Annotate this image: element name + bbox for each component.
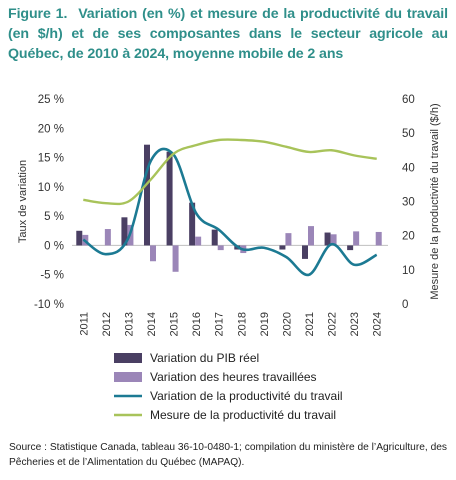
bar-pib — [76, 230, 83, 246]
y-right-tick-label: 10 — [402, 265, 415, 277]
bar-pib — [144, 144, 150, 246]
chart-title: Figure 1. Variation (en %) et mesure de … — [8, 4, 448, 64]
y-left-tick-label: 20 % — [38, 123, 64, 135]
y-left-tick-label: -10 % — [34, 299, 64, 311]
bar-heures — [353, 231, 360, 246]
figure-title-text: Variation (en %) et mesure de la product… — [8, 6, 448, 62]
line-variation-productivite — [82, 147, 378, 277]
line-mesure-productivite — [83, 138, 377, 206]
x-tick-label: 2015 — [169, 312, 181, 336]
bar-pib — [189, 202, 196, 246]
bar-pib — [279, 245, 286, 250]
y-left-tick-label: 0 % — [44, 240, 64, 252]
y-right-tick-label: 20 — [402, 231, 415, 243]
bar-heures — [104, 229, 111, 246]
bar-heures — [285, 233, 292, 246]
combo-chart: -10 % -5 % 0 % 5 % 10 % 15 % 20 % 25 % 0 10 20 30 40… — [17, 94, 441, 422]
y-left-axis-title: Taux de variation — [17, 160, 29, 243]
x-tick-label: 2022 — [327, 312, 339, 336]
bar-pib — [211, 229, 218, 246]
y-left-tick-label: -5 % — [40, 270, 64, 282]
y-right-axis-title: Mesure de la productivité du travail ($/… — [429, 103, 441, 299]
y-right-tick-label: 30 — [402, 197, 415, 209]
y-right-tick-label: 60 — [402, 94, 415, 106]
x-tick-label: 2023 — [349, 312, 361, 336]
x-tick-label: 2014 — [146, 312, 158, 336]
source-note: Source : Statistique Canada, tableau 36-… — [9, 442, 447, 468]
bar-heures — [330, 234, 337, 246]
y-right-tick-label: 0 — [402, 299, 408, 311]
x-tick-label: 2021 — [304, 312, 316, 336]
y-right-tick-label: 50 — [402, 128, 415, 140]
bar-heures — [375, 231, 382, 246]
x-tick-label: 2024 — [372, 312, 384, 336]
bar-heures — [195, 236, 202, 246]
bar-pib — [324, 232, 331, 246]
bar-heures — [308, 226, 314, 246]
figure-number: Figure 1. — [8, 6, 68, 22]
y-left-tick-label: 15 % — [38, 153, 64, 165]
bar-heures — [217, 245, 224, 251]
x-tick-label: 2013 — [123, 312, 135, 336]
legend-label: Variation de la productivité du travail — [150, 389, 343, 403]
legend-swatch-pib — [114, 353, 142, 363]
bar-pib — [347, 245, 354, 251]
x-tick-label: 2016 — [191, 312, 203, 336]
bar-pib — [302, 245, 308, 259]
legend-swatch-heures — [114, 372, 142, 382]
legend-label: Mesure de la productivité du travail — [150, 408, 336, 422]
bar-pib — [121, 217, 128, 246]
x-tick-label: 2012 — [101, 312, 113, 336]
y-left-tick-label: 10 % — [38, 182, 64, 194]
legend-label: Variation des heures travaillées — [150, 370, 317, 384]
x-tick-label: 2018 — [236, 312, 248, 336]
legend-label: Variation du PIB réel — [150, 351, 259, 365]
y-left-tick-label: 25 % — [38, 94, 64, 106]
x-tick-label: 2019 — [259, 312, 271, 336]
bar-heures — [150, 245, 156, 262]
y-right-tick-label: 40 — [402, 162, 415, 174]
x-tick-label: 2011 — [78, 312, 90, 336]
bar-pib — [166, 151, 173, 246]
y-left-tick-label: 5 % — [44, 211, 64, 223]
x-tick-label: 2017 — [214, 312, 226, 336]
x-tick-label: 2020 — [281, 312, 293, 336]
bar-heures — [172, 245, 179, 272]
